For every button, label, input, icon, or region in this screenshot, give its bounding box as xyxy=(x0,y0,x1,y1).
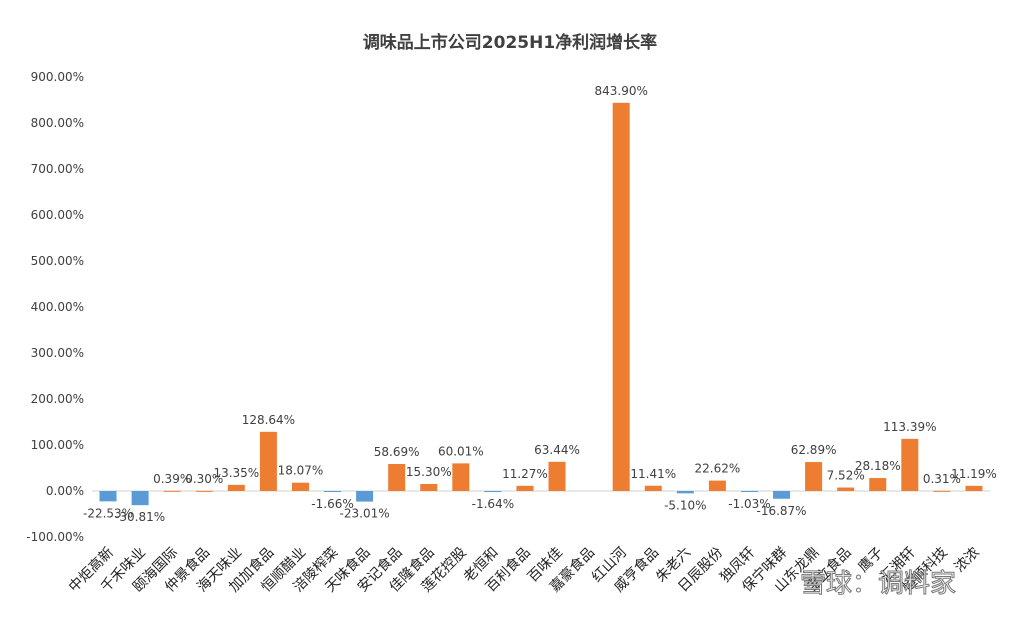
data-label: 11.41% xyxy=(630,467,676,481)
x-tick-label: 浓浓 xyxy=(952,545,983,576)
data-label: -30.81% xyxy=(115,510,165,524)
bar xyxy=(869,478,887,491)
y-tick-label: 600.00% xyxy=(31,208,84,222)
y-axis: -100.00% 0.00% 100.00% 200.00% 300.00% 400.00… xyxy=(26,70,84,544)
data-label: -1.66% xyxy=(311,497,353,511)
data-label: -1.64% xyxy=(472,497,514,511)
data-label: 13.35% xyxy=(213,466,259,480)
bar xyxy=(227,484,245,491)
bar xyxy=(901,438,919,491)
bar xyxy=(324,491,342,492)
data-label: -22.53% xyxy=(83,506,133,520)
bar xyxy=(805,462,823,491)
bar xyxy=(291,482,309,491)
y-tick-label: 0.00% xyxy=(46,484,84,498)
bar xyxy=(131,491,149,506)
data-labels: -22.53%-30.81% 0.39%0.30%13.35% 128.64% 18.… xyxy=(83,84,997,524)
y-tick-label: 500.00% xyxy=(31,254,84,268)
y-tick-label: 100.00% xyxy=(31,438,84,452)
data-label: 0.39% xyxy=(153,472,191,486)
data-label: -1.03% xyxy=(728,497,770,511)
y-tick-label: 900.00% xyxy=(31,70,84,84)
data-label: 11.27% xyxy=(502,467,548,481)
chart-title: 调味品上市公司2025H1净利润增长率 xyxy=(363,32,657,53)
bar xyxy=(259,431,277,491)
data-label: 128.64% xyxy=(242,413,295,427)
data-label: 63.44% xyxy=(534,443,580,457)
data-label: 0.31% xyxy=(923,472,961,486)
data-label: 843.90% xyxy=(594,84,647,98)
y-tick-label: -100.00% xyxy=(26,530,84,544)
bar xyxy=(420,483,438,491)
data-label: 113.39% xyxy=(883,420,936,434)
bar xyxy=(933,490,951,492)
data-label: 62.89% xyxy=(791,443,837,457)
bar xyxy=(484,491,502,492)
bar xyxy=(452,463,470,491)
data-label: 22.62% xyxy=(695,462,741,476)
data-label: 58.69% xyxy=(374,445,420,459)
data-label: 60.01% xyxy=(438,444,484,458)
data-label: 15.30% xyxy=(406,465,452,479)
y-tick-label: 800.00% xyxy=(31,116,84,130)
bar xyxy=(612,102,630,491)
data-label: 28.18% xyxy=(855,459,901,473)
data-label: -5.10% xyxy=(664,498,706,512)
bar xyxy=(773,491,791,499)
data-label: -16.87% xyxy=(756,504,806,518)
bar xyxy=(388,464,406,491)
data-label: 11.19% xyxy=(951,467,997,481)
y-tick-label: 300.00% xyxy=(31,346,84,360)
bar xyxy=(195,490,213,492)
bar xyxy=(965,485,983,491)
y-tick-label: 700.00% xyxy=(31,162,84,176)
bar xyxy=(163,490,181,492)
data-label: 18.07% xyxy=(278,464,324,478)
bar xyxy=(99,491,117,502)
bar xyxy=(644,485,662,491)
data-label: -23.01% xyxy=(340,507,390,521)
bar-series xyxy=(99,102,983,506)
data-label: 0.30% xyxy=(185,472,223,486)
data-label: 7.52% xyxy=(827,469,865,483)
watermark: 雪球：调料家 xyxy=(800,569,956,599)
bar xyxy=(708,480,726,491)
bar xyxy=(516,485,534,491)
bar xyxy=(548,461,566,491)
bar xyxy=(356,491,374,502)
bar xyxy=(740,491,758,492)
bar xyxy=(837,487,855,491)
y-tick-label: 400.00% xyxy=(31,300,84,314)
bar xyxy=(676,491,694,494)
y-tick-label: 200.00% xyxy=(31,392,84,406)
